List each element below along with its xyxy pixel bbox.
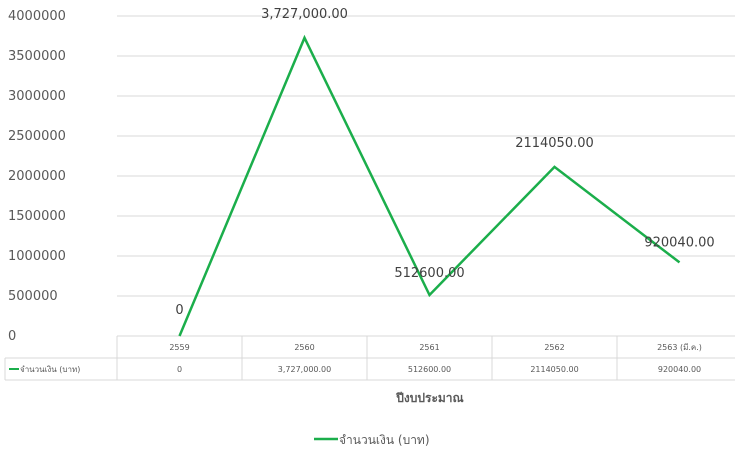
gridlines bbox=[117, 15, 735, 297]
x-tick-label: 2561 bbox=[419, 343, 439, 352]
y-tick-label: 0 bbox=[8, 329, 16, 344]
table-series-label: จำนวนเงิน (บาท) bbox=[20, 365, 80, 374]
data-label: 512600.00 bbox=[394, 266, 464, 281]
y-tick-label: 1000000 bbox=[8, 249, 66, 264]
data-labels: 0 3,727,000.00 512600.00 2114050.00 920040.0… bbox=[175, 7, 714, 318]
y-tick-label: 2500000 bbox=[8, 129, 66, 144]
table-value: 2114050.00 bbox=[530, 365, 578, 374]
data-label: 2114050.00 bbox=[515, 136, 594, 151]
y-tick-label: 3000000 bbox=[8, 89, 66, 104]
table-value: 512600.00 bbox=[408, 365, 451, 374]
data-table: 2559 0 2560 3,727,000.00 2561 512600.00 2562 21… bbox=[4, 335, 735, 381]
series-line bbox=[178, 34, 681, 337]
table-value: 920040.00 bbox=[658, 365, 701, 374]
y-tick-label: 4000000 bbox=[8, 9, 66, 24]
x-tick-label: 2560 bbox=[294, 343, 314, 352]
data-label: 3,727,000.00 bbox=[261, 7, 348, 22]
x-tick-label: 2559 bbox=[169, 343, 189, 352]
data-label: 0 bbox=[175, 303, 183, 318]
y-tick-label: 3500000 bbox=[8, 49, 66, 64]
table-value: 0 bbox=[177, 365, 182, 374]
x-tick-label: 2563 (มี.ค.) bbox=[657, 343, 702, 352]
data-label: 920040.00 bbox=[644, 235, 714, 250]
y-tick-label: 500000 bbox=[8, 289, 58, 304]
legend: จำนวนเงิน (บาท) bbox=[314, 433, 430, 447]
y-tick-label: 2000000 bbox=[8, 169, 66, 184]
y-axis-ticks: 0 500000 1000000 1500000 2000000 2500000 30000… bbox=[8, 9, 66, 344]
series-group bbox=[178, 34, 681, 337]
y-tick-label: 1500000 bbox=[8, 209, 66, 224]
legend-label: จำนวนเงิน (บาท) bbox=[339, 433, 430, 447]
x-tick-label: 2562 bbox=[544, 343, 564, 352]
table-value: 3,727,000.00 bbox=[278, 365, 331, 374]
x-axis-title: ปีงบประมาณ bbox=[396, 391, 464, 405]
